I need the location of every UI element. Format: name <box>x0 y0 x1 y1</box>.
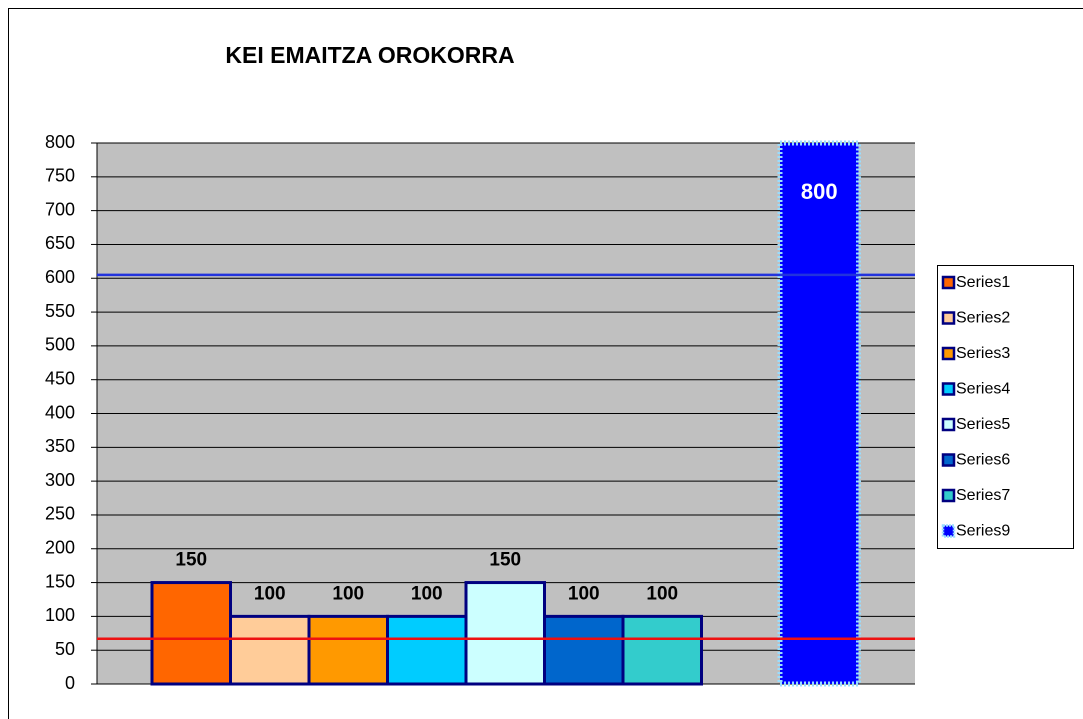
legend-swatch <box>941 488 956 503</box>
data-label: 150 <box>175 550 207 571</box>
legend-label: Series3 <box>956 345 1010 362</box>
legend-swatch <box>941 275 956 290</box>
y-tick-label: 750 <box>45 166 75 186</box>
y-tick-label: 0 <box>65 673 75 693</box>
data-label: 100 <box>411 583 443 604</box>
y-tick-label: 200 <box>45 538 75 558</box>
y-tick-label: 400 <box>45 402 75 422</box>
legend-swatch <box>941 346 956 361</box>
legend-swatch <box>941 417 956 432</box>
y-tick-label: 500 <box>45 335 75 355</box>
y-tick-label: 700 <box>45 199 75 219</box>
bar <box>464 581 546 686</box>
bar <box>307 614 389 686</box>
chart-title: KEI EMAITZA OROKORRA <box>225 42 514 68</box>
legend-label: Series6 <box>956 452 1010 469</box>
bar <box>150 581 232 686</box>
y-tick-label: 300 <box>45 470 75 490</box>
legend-swatch <box>941 453 956 467</box>
legend-swatch <box>941 311 956 325</box>
legend-label: Series2 <box>956 310 1010 327</box>
y-tick-label: 50 <box>55 639 75 659</box>
y-tick-label: 150 <box>45 571 75 591</box>
data-label: 100 <box>254 583 286 604</box>
y-tick-label: 250 <box>45 504 75 524</box>
legend-label: Series1 <box>956 274 1010 291</box>
y-tick-label: 450 <box>45 368 75 388</box>
y-tick-label: 550 <box>45 301 75 321</box>
legend-swatch <box>941 524 956 538</box>
y-tick-label: 600 <box>45 267 75 287</box>
legend-label: Series4 <box>956 381 1010 398</box>
data-label: 100 <box>646 583 678 604</box>
legend-label: Series7 <box>956 487 1010 504</box>
y-tick-label: 800 <box>45 132 75 152</box>
data-label: 100 <box>568 583 600 604</box>
legend-label: Series9 <box>956 523 1010 540</box>
y-tick-label: 650 <box>45 233 75 253</box>
data-label: 150 <box>489 550 521 571</box>
legend-label: Series5 <box>956 416 1010 433</box>
y-tick-label: 350 <box>45 436 75 456</box>
bar <box>543 614 625 686</box>
y-tick-label: 100 <box>45 605 75 625</box>
bar <box>386 614 468 686</box>
legend <box>937 265 1074 549</box>
data-label: 100 <box>332 583 364 604</box>
legend-swatch <box>941 382 956 396</box>
bar <box>229 614 311 686</box>
bar <box>621 614 703 686</box>
data-label: 800 <box>801 179 838 204</box>
bar <box>777 140 861 687</box>
